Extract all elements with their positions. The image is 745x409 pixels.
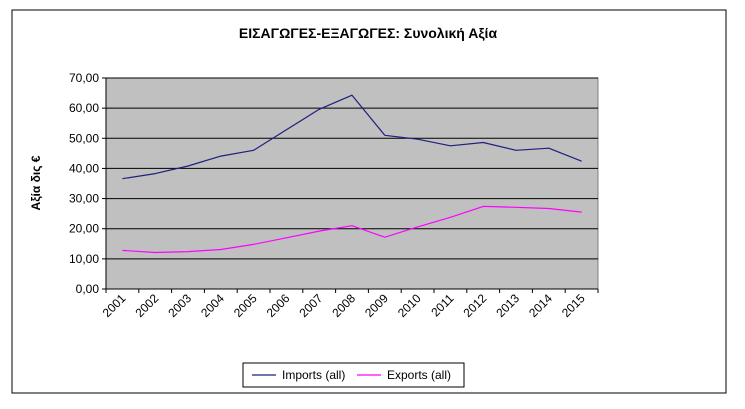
y-tick-label: 10,00 (69, 252, 99, 266)
legend-label-imports: Imports (all) (282, 368, 345, 382)
y-tick-label: 70,00 (69, 71, 99, 85)
y-tick-labels: 0,00 10,00 20,00 30,00 40,00 50,00 60,00 70,00 (69, 71, 99, 296)
legend: Imports (all) Exports (all) (242, 362, 465, 388)
series-line-exports (122, 205, 582, 254)
y-tick-label: 0,00 (76, 282, 100, 296)
y-tick-label: 60,00 (69, 101, 99, 115)
y-tick-label: 20,00 (69, 222, 99, 236)
plot-area (105, 77, 599, 290)
legend-label-exports: Exports (all) (387, 368, 451, 382)
axes (102, 77, 599, 293)
y-tick-label: 50,00 (69, 131, 99, 145)
chart-title: ΕΙΣΑΓΩΓΕΣ-ΕΞΑΓΩΓΕΣ: Συνολική Αξία (239, 25, 498, 41)
series-line-imports (122, 94, 582, 180)
gridlines (106, 77, 598, 260)
y-axis-label: Αξία δις € (29, 155, 43, 210)
series-lines (122, 94, 582, 254)
y-tick-label: 30,00 (69, 192, 99, 206)
y-tick-label: 40,00 (69, 161, 99, 175)
legend-box (242, 362, 465, 388)
